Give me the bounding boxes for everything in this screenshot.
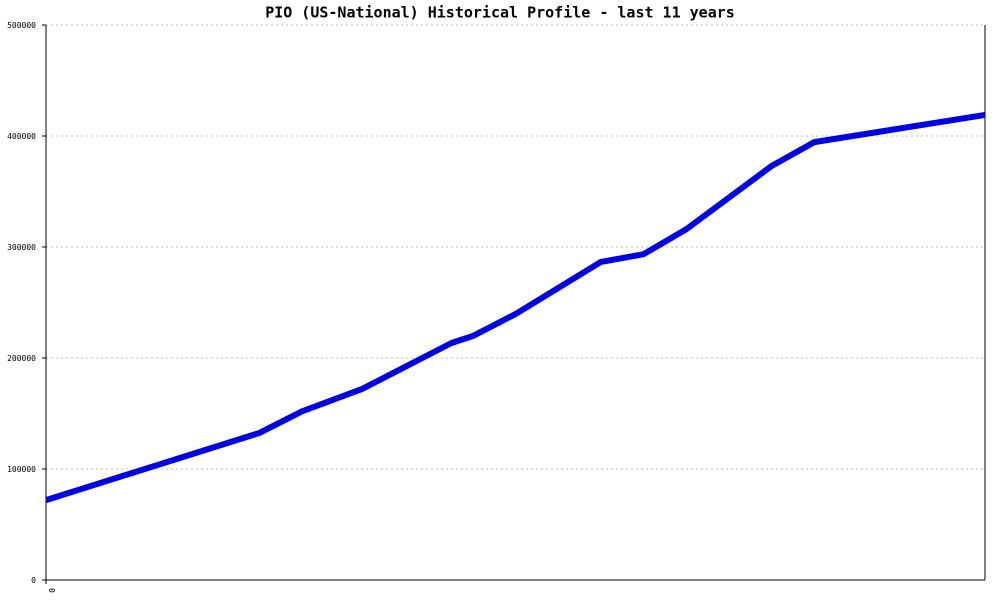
y-tick-label: 0 — [31, 576, 36, 585]
y-tick-label: 100000 — [7, 465, 36, 474]
chart-title: PIO (US-National) Historical Profile - l… — [265, 4, 735, 22]
y-tick-label: 500000 — [7, 21, 36, 30]
y-tick-label: 400000 — [7, 132, 36, 141]
y-tick-label: 200000 — [7, 354, 36, 363]
x-tick-label: 0 — [47, 588, 56, 593]
y-tick-label: 300000 — [7, 243, 36, 252]
data-line — [45, 111, 986, 503]
